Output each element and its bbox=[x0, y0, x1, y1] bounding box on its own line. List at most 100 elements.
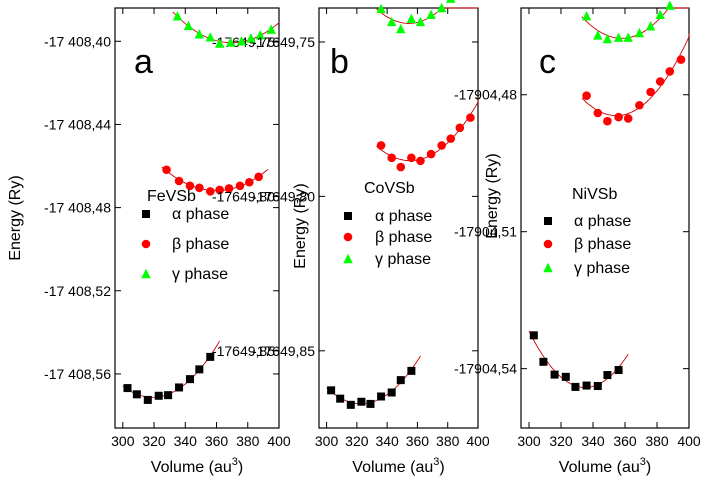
legend-title: CoVSb bbox=[364, 180, 415, 197]
data-point-gamma bbox=[436, 2, 447, 13]
x-tick-label: 320 bbox=[345, 433, 369, 449]
legend-label-gamma: γ phase bbox=[172, 266, 228, 283]
data-point-alpha bbox=[529, 331, 538, 340]
data-point-gamma bbox=[602, 33, 613, 44]
panel-label: b bbox=[330, 43, 349, 81]
data-point-beta bbox=[387, 153, 396, 163]
y-tick-label: -17904,48 bbox=[454, 87, 517, 103]
x-tick-label: 380 bbox=[645, 433, 669, 449]
data-point-beta bbox=[185, 181, 195, 191]
legend-marker-beta bbox=[543, 239, 553, 249]
legend-label-gamma: γ phase bbox=[375, 251, 431, 268]
y-axis-label: Energy (Ry) bbox=[292, 183, 309, 268]
legend-marker-gamma bbox=[343, 253, 353, 264]
series-beta bbox=[581, 33, 690, 126]
panel-b: 300 320 340 360 380 400 Volume (au3) Energy (Ry… bbox=[252, 0, 490, 476]
data-point-gamma bbox=[396, 23, 406, 34]
data-point-beta bbox=[665, 67, 675, 76]
x-axis-label: Volume (au3) bbox=[151, 456, 243, 476]
legend-title: FeVSb bbox=[147, 188, 196, 205]
series-gamma bbox=[172, 11, 280, 48]
data-point-beta bbox=[162, 165, 171, 175]
data-point-alpha bbox=[614, 366, 623, 375]
x-tick-label: 340 bbox=[174, 433, 198, 449]
data-point-beta bbox=[446, 134, 456, 143]
data-point-alpha bbox=[593, 382, 602, 390]
data-point-alpha bbox=[175, 383, 184, 392]
data-point-alpha bbox=[550, 370, 559, 379]
y-tick-label: -17 408,56 bbox=[44, 366, 111, 382]
legend-label-alpha: α phase bbox=[574, 213, 631, 230]
series-beta bbox=[161, 165, 269, 196]
x-tick-label: 300 bbox=[517, 433, 541, 449]
legend-label-alpha: α phase bbox=[172, 206, 229, 223]
legend-label-gamma: γ phase bbox=[574, 260, 630, 277]
y-tick-label: -17 408,44 bbox=[44, 116, 111, 132]
legend-marker-alpha bbox=[344, 212, 352, 220]
data-point-beta bbox=[582, 91, 591, 100]
y-axis-1: -17904,48 -17904,51 -17904,54 bbox=[454, 87, 689, 377]
data-point-beta bbox=[195, 183, 204, 193]
data-point-alpha bbox=[603, 371, 612, 380]
data-point-alpha bbox=[561, 372, 570, 381]
x-tick-label: 380 bbox=[436, 433, 460, 449]
data-point-alpha bbox=[123, 384, 132, 393]
y-tick-label: -17649,75 bbox=[252, 34, 315, 50]
data-point-gamma bbox=[415, 16, 426, 27]
data-point-beta bbox=[676, 55, 686, 64]
data-point-beta bbox=[593, 108, 603, 118]
y-axis-label: Energy (Ry) bbox=[484, 153, 501, 238]
data-point-gamma bbox=[266, 24, 276, 34]
legend: CoVSb α phase β phase γ phase bbox=[343, 180, 432, 268]
y-tick-label: -17 408,52 bbox=[44, 283, 111, 299]
x-tick-label: 340 bbox=[581, 433, 605, 449]
data-point-beta bbox=[205, 187, 215, 196]
data-point-beta bbox=[376, 141, 386, 150]
data-point-beta bbox=[245, 177, 254, 187]
legend-label-beta: β phase bbox=[172, 236, 229, 253]
series-alpha bbox=[528, 330, 629, 391]
data-point-gamma bbox=[581, 11, 592, 21]
data-point-beta bbox=[235, 181, 245, 191]
legend-marker-beta bbox=[343, 232, 353, 242]
legend-marker-gamma bbox=[543, 262, 553, 273]
x-tick-label: 400 bbox=[677, 433, 701, 449]
data-point-alpha bbox=[377, 392, 386, 401]
data-point-alpha bbox=[206, 352, 215, 361]
series-alpha bbox=[326, 355, 421, 409]
data-point-gamma bbox=[194, 29, 205, 39]
legend-marker-alpha bbox=[544, 217, 552, 225]
data-point-alpha bbox=[407, 366, 416, 375]
legend: NiVSb α phase β phase γ phase bbox=[543, 186, 631, 277]
data-point-gamma bbox=[613, 32, 624, 42]
data-point-gamma bbox=[214, 38, 225, 48]
data-point-beta bbox=[466, 113, 475, 122]
data-point-beta bbox=[623, 114, 633, 123]
data-point-beta bbox=[215, 185, 224, 195]
data-point-gamma bbox=[645, 21, 656, 31]
data-point-alpha bbox=[336, 394, 345, 403]
x-tick-label: 340 bbox=[375, 433, 399, 449]
legend-marker-alpha bbox=[142, 210, 150, 218]
data-point-gamma bbox=[183, 20, 194, 31]
data-point-gamma bbox=[246, 33, 256, 43]
data-point-beta bbox=[254, 172, 263, 182]
data-point-alpha bbox=[132, 390, 141, 399]
data-point-gamma bbox=[623, 32, 633, 42]
x-tick-label: 400 bbox=[267, 433, 291, 449]
data-point-beta bbox=[416, 156, 425, 166]
data-point-beta bbox=[224, 184, 234, 193]
data-point-beta bbox=[437, 141, 446, 150]
x-tick-label: 380 bbox=[236, 433, 260, 449]
series-alpha bbox=[122, 340, 220, 404]
x-tick-label: 300 bbox=[315, 433, 339, 449]
x-axis-label: Volume (au3) bbox=[559, 456, 651, 476]
data-point-alpha bbox=[164, 391, 173, 400]
data-point-alpha bbox=[357, 397, 366, 406]
y-axis-1: -17 408,40 -17 408,44 -17 408,48 -17 408,52… bbox=[44, 33, 279, 382]
y-tick-label: -17 408,48 bbox=[44, 200, 111, 216]
data-point-gamma bbox=[225, 37, 236, 47]
x-tick-label: 300 bbox=[111, 433, 135, 449]
y-axis-label: Energy (Ry) bbox=[7, 175, 24, 260]
